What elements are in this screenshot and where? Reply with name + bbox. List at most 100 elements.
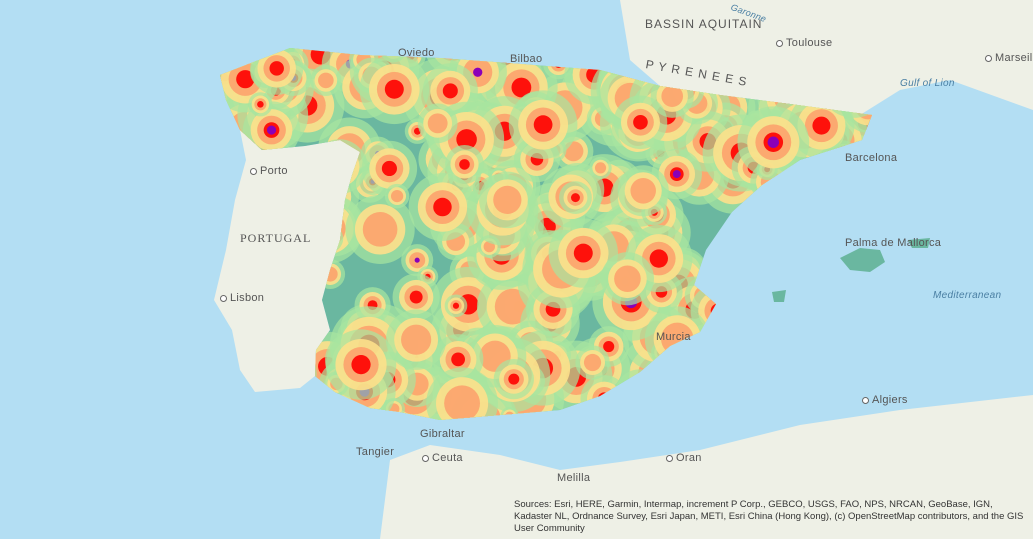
heat-blob	[603, 340, 615, 353]
heat-blob	[706, 360, 735, 390]
heat-blob	[700, 355, 741, 395]
heat-blob	[804, 325, 833, 353]
heat-blob	[776, 321, 813, 357]
heat-blob	[815, 324, 827, 335]
heat-core	[220, 230, 222, 240]
heat-blob	[220, 87, 227, 106]
heat-blob	[704, 297, 733, 325]
heat-blob	[606, 415, 614, 420]
heat-core	[829, 294, 840, 305]
heat-blob	[782, 326, 807, 352]
label-mediterranean: Mediterranean	[933, 290, 1002, 301]
heat-blob	[765, 318, 805, 357]
heat-blob	[735, 388, 759, 412]
heat-blob	[438, 48, 466, 62]
heat-blob	[855, 168, 872, 186]
heat-blob	[779, 217, 818, 256]
heat-blob	[427, 113, 448, 134]
heat-blob	[806, 262, 872, 329]
heat-blob	[409, 290, 423, 304]
heat-blob	[663, 373, 681, 391]
heat-blob	[649, 359, 695, 405]
heat-blob	[730, 290, 750, 310]
heat-blob	[771, 324, 799, 351]
heat-core	[414, 257, 420, 263]
heat-blob	[763, 219, 795, 251]
heat-blob	[452, 302, 460, 309]
heat-blob	[793, 231, 804, 242]
heat-blob	[818, 287, 838, 307]
heat-blob	[824, 366, 863, 405]
heat-blob	[765, 341, 807, 383]
heat-blob	[811, 275, 858, 323]
heat-blob	[812, 116, 831, 135]
heat-blob	[597, 392, 611, 406]
label-lisbon: Lisbon	[220, 292, 264, 304]
heat-blob	[594, 162, 607, 174]
heat-blob	[830, 154, 841, 165]
heat-blob	[754, 329, 782, 358]
heat-blob	[810, 318, 833, 341]
heat-blob	[815, 271, 864, 320]
heat-blob	[661, 85, 684, 108]
heat-blob	[715, 369, 726, 381]
heat-blob	[772, 348, 801, 377]
heat-blob	[818, 283, 851, 316]
heat-blob	[858, 302, 872, 316]
heat-blob	[230, 48, 255, 65]
heat-blob	[726, 285, 755, 314]
heat-blob	[689, 394, 737, 420]
heat-blob	[381, 160, 397, 177]
heat-blob	[758, 311, 812, 365]
heat-blob	[763, 312, 787, 336]
mallorca	[840, 248, 885, 272]
heat-blob	[444, 48, 460, 56]
heat-core	[266, 125, 277, 135]
heat-blob	[758, 307, 792, 341]
heat-blob	[502, 409, 517, 420]
heat-blob	[852, 164, 872, 189]
heat-blob	[771, 340, 794, 362]
heat-blob	[799, 386, 815, 401]
heat-blob	[831, 221, 846, 236]
france-land	[620, 0, 1033, 115]
heat-blob	[573, 243, 593, 263]
heat-blob	[760, 287, 812, 340]
heat-blob	[856, 306, 872, 323]
heat-blob	[843, 191, 864, 212]
heat-blob	[614, 265, 641, 293]
heat-blob	[832, 375, 854, 396]
heat-blob	[362, 212, 398, 247]
heat-blob	[725, 362, 757, 394]
heat-blob	[786, 205, 818, 237]
heat-blob	[829, 163, 845, 179]
heat-blob	[799, 319, 838, 358]
heat-blob	[861, 173, 868, 181]
heat-blob	[779, 366, 834, 420]
label-oviedo: Oviedo	[398, 47, 435, 59]
heat-blob	[859, 308, 870, 320]
heat-blob	[601, 410, 619, 420]
heat-blob	[832, 156, 839, 163]
heat-blob	[853, 303, 872, 325]
heat-blob	[743, 311, 822, 390]
heat-blob	[627, 381, 652, 407]
heat-blob	[688, 343, 697, 351]
attribution: Sources: Esri, HERE, Garmin, Intermap, i…	[514, 499, 1024, 534]
label-toulouse: Toulouse	[776, 37, 832, 49]
heat-blob	[608, 48, 630, 66]
heat-blob	[635, 405, 646, 417]
heat-blob	[734, 372, 747, 385]
heat-blob	[777, 216, 794, 232]
heat-blob	[844, 349, 868, 373]
heat-blob	[826, 292, 848, 314]
heat-core	[832, 166, 842, 176]
label-palma: Palma de Mallorca	[845, 237, 942, 249]
heat-blob	[724, 235, 740, 250]
heat-blob	[318, 72, 334, 89]
heat-blob	[830, 286, 849, 305]
heat-blob	[769, 314, 819, 364]
heat-blob	[257, 101, 264, 108]
heat-blob	[237, 48, 247, 58]
